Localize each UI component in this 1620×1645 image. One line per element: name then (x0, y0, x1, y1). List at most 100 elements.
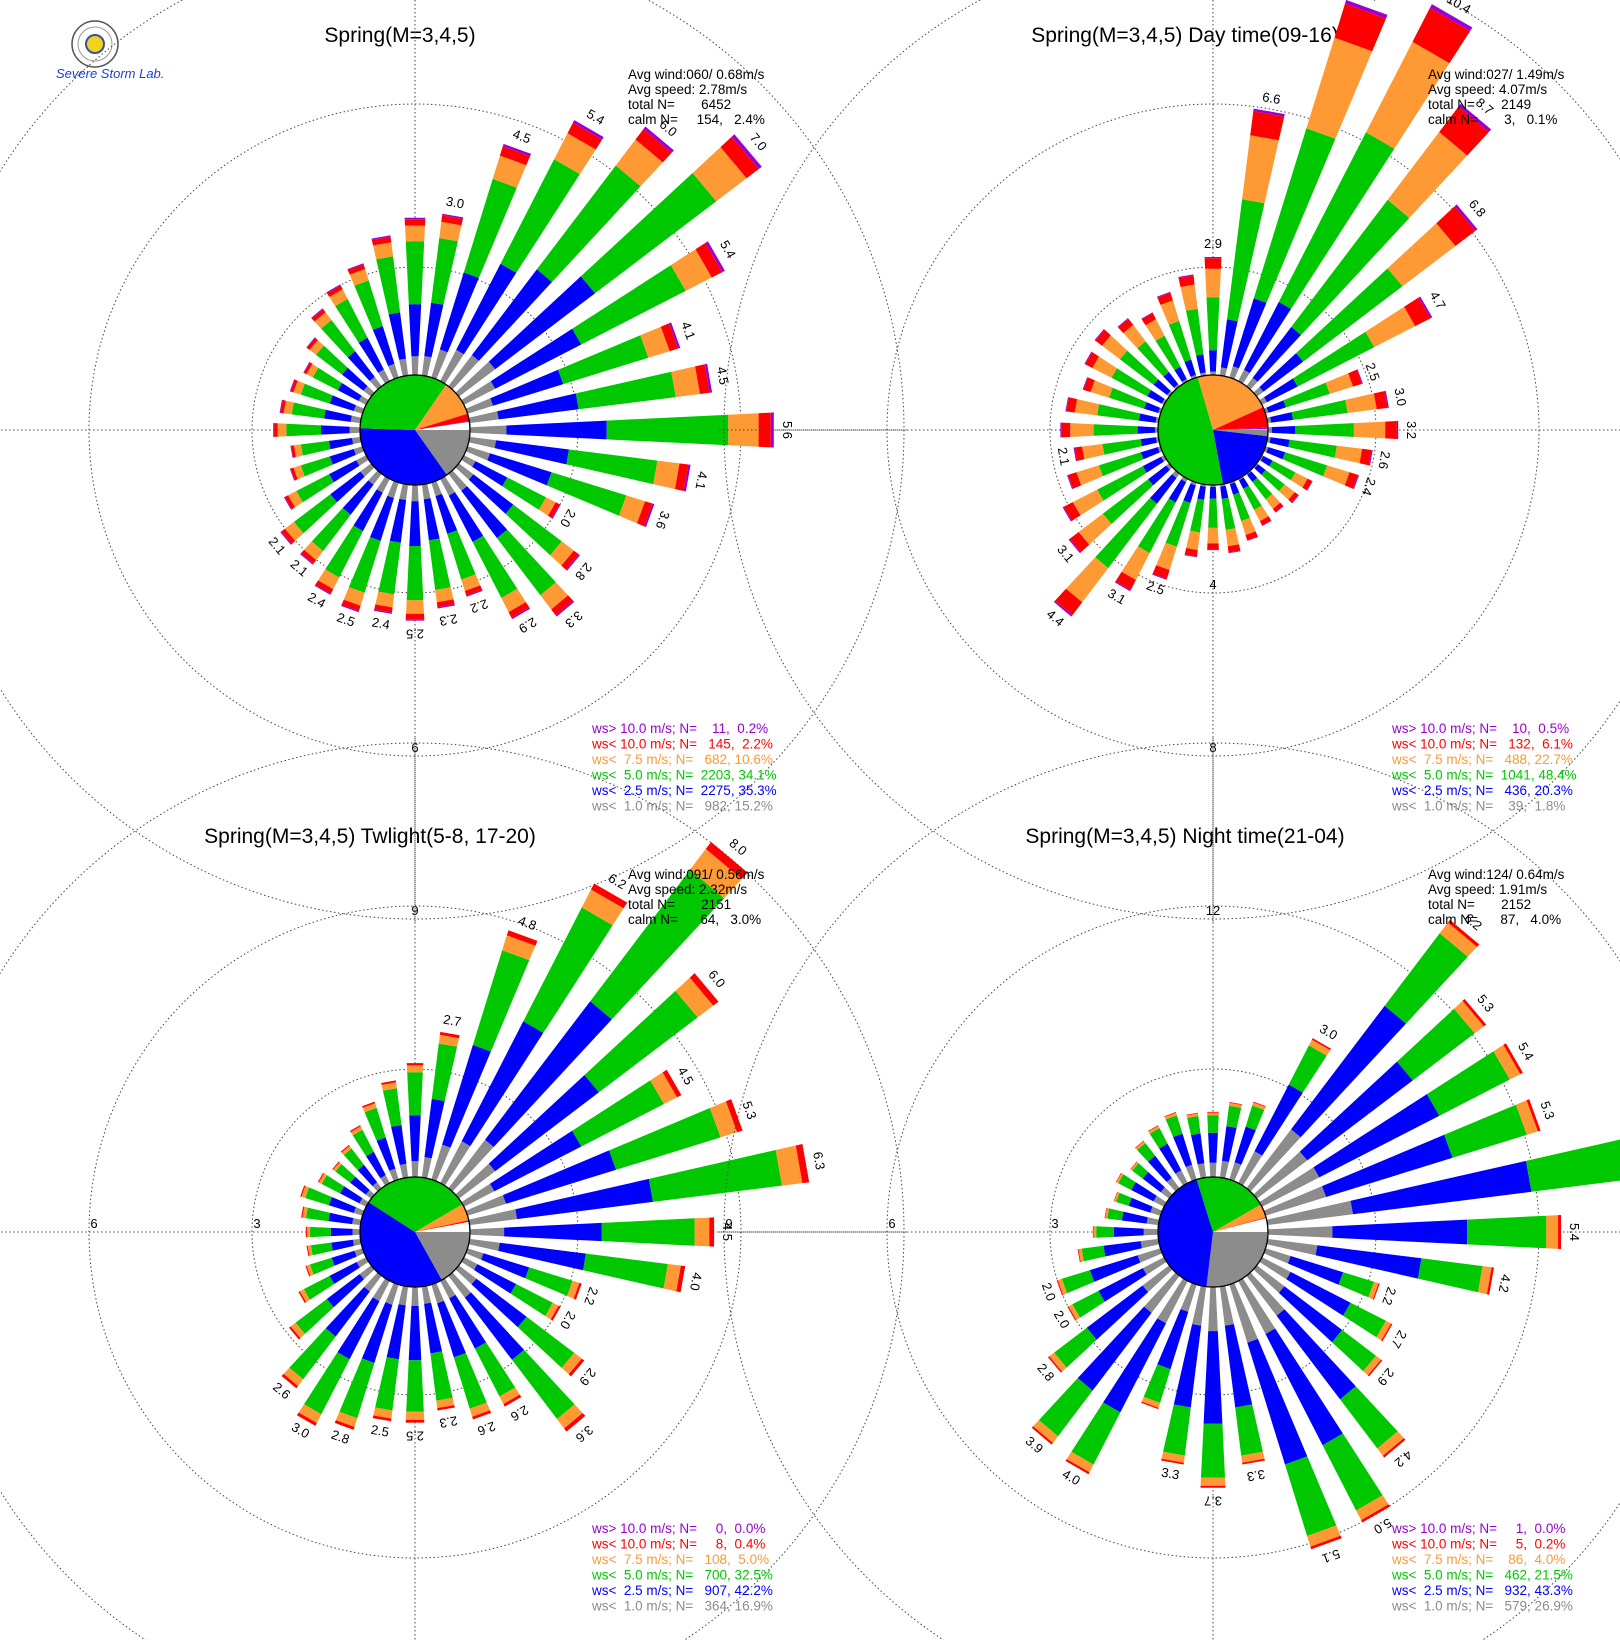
bar-segment-lt1 (1157, 446, 1163, 453)
direction-bar (290, 436, 362, 458)
bar-segment-lt5 (1149, 1128, 1168, 1149)
bar-segment-lt5 (430, 1351, 453, 1401)
bar-segment-gt10 (572, 120, 604, 140)
pie-slice-lt5 (1158, 377, 1223, 485)
bar-value-label: 3.0 (1317, 1021, 1340, 1043)
bar-segment-lt75 (375, 591, 395, 608)
bar-segment-lt25 (490, 1130, 582, 1192)
stats-line: calm N= 87, 4.0% (1428, 912, 1561, 927)
direction-bar: 2.6 (440, 1278, 531, 1424)
direction-bar (1062, 455, 1167, 522)
bar-segment-gt10 (731, 134, 762, 170)
bar-segment-lt1 (1190, 374, 1197, 380)
bar-segment-lt25 (490, 369, 564, 406)
bar-segment-lt25 (1291, 1005, 1406, 1138)
bar-segment-lt5 (309, 1257, 335, 1275)
bar-segment-lt25 (1121, 1211, 1148, 1224)
bar-segment-lt5 (1190, 498, 1205, 533)
direction-bar (1259, 455, 1313, 491)
bar-segment-lt75 (1161, 1451, 1185, 1463)
bar-segment-lt1 (411, 484, 419, 502)
bar-segment-lt10 (441, 215, 463, 226)
direction-bar (381, 1080, 409, 1179)
bar-segment-lt5 (523, 907, 613, 1033)
pie-slice-lt1 (415, 430, 471, 475)
bar-segment-lt5 (1245, 1105, 1265, 1131)
bar-segment-lt1 (372, 1182, 382, 1192)
bar-segment-lt75 (362, 1103, 377, 1113)
bar-segment-lt25 (490, 328, 582, 389)
bar-segment-lt25 (472, 461, 508, 487)
bar-segment-lt25 (391, 1125, 407, 1165)
bar-segment-lt1 (1161, 455, 1167, 462)
bar-segment-lt1 (353, 446, 365, 455)
bar-segment-gt10 (273, 423, 275, 437)
pie-slice-lt25 (1213, 430, 1268, 485)
legend-entry: ws< 7.5 m/s; N= 682, 10.6% (591, 752, 773, 767)
bar-segment-lt25 (1168, 479, 1187, 503)
speed-pie (1157, 374, 1269, 486)
direction-bar (1141, 1282, 1197, 1410)
bar-segment-lt75 (554, 133, 596, 175)
bar-segment-lt5 (1340, 1386, 1398, 1449)
bar-segment-lt5 (1185, 308, 1204, 356)
bar-segment-lt1 (349, 426, 361, 434)
bar-segment-lt1 (1253, 463, 1259, 469)
bar-segment-lt25 (448, 492, 484, 542)
bar-segment-lt25 (424, 1098, 445, 1159)
bar-segment-lt10 (340, 1144, 350, 1153)
bar-segment-lt5 (463, 178, 517, 278)
bar-segment-lt10 (300, 1185, 306, 1197)
direction-bar: 2.8 (329, 1282, 399, 1447)
bar-segment-lt1 (448, 1272, 471, 1298)
bar-segment-lt25 (1271, 426, 1296, 434)
bar-segment-lt25 (1113, 1227, 1144, 1237)
bar-segment-lt10 (1242, 1458, 1265, 1465)
bar-segment-lt25 (1222, 1126, 1237, 1162)
stats-line: Avg wind:027/ 1.49m/s (1428, 67, 1565, 82)
bar-segment-lt10 (1381, 1323, 1393, 1342)
bar-segment-lt5 (1296, 268, 1403, 362)
bar-segment-lt1 (1253, 387, 1264, 397)
bar-segment-lt25 (366, 1151, 386, 1179)
bar-segment-lt25 (502, 1150, 617, 1204)
bar-segment-lt25 (1286, 1271, 1351, 1316)
bar-segment-lt5 (303, 1275, 335, 1300)
direction-bar: 3.2 (1267, 420, 1419, 440)
bar-segment-lt25 (409, 501, 421, 546)
direction-bar: 3.3 (448, 470, 586, 631)
bar-segment-lt5 (1295, 423, 1354, 437)
direction-bar: 6.0 (448, 117, 680, 390)
bar-segment-lt75 (293, 444, 303, 458)
direction-bar (1104, 1207, 1160, 1226)
bar-segment-lt1 (455, 1163, 496, 1199)
bar-segment-lt10 (1069, 532, 1090, 553)
bar-segment-lt1 (448, 355, 479, 390)
pie-slice-lt75 (1213, 1204, 1266, 1232)
bar-segment-gt10 (326, 284, 341, 294)
logo-seal-inner-icon (77, 26, 113, 62)
bar-segment-lt10 (573, 1282, 582, 1300)
pie-slice-lt10 (1213, 1217, 1267, 1232)
bar-segment-lt25 (1264, 378, 1298, 403)
direction-bar: 2.3 (421, 483, 459, 629)
bar-segment-gt10 (644, 503, 655, 528)
bar-segment-lt25 (325, 1286, 370, 1337)
legend: ws> 10.0 m/s; N= 1, 0.0%ws< 10.0 m/s; N=… (1391, 1521, 1573, 1614)
bar-segment-lt1 (1219, 1285, 1234, 1326)
bar-segment-lt5 (584, 990, 698, 1093)
pie-slice-lt75 (415, 384, 468, 430)
bar-segment-lt25 (1220, 485, 1229, 499)
bar-segment-lt10 (1250, 111, 1285, 141)
direction-bar: 2.9 (1253, 1265, 1397, 1389)
bar-segment-lt10 (280, 399, 286, 414)
bar-segment-lt1 (1153, 1195, 1167, 1207)
bar-value-label: 3.1 (1105, 585, 1128, 607)
bar-segment-lt10 (1253, 1101, 1266, 1107)
bar-segment-lt10 (1372, 1283, 1380, 1300)
bar-segment-lt5 (1038, 1378, 1093, 1437)
direction-bar: 2.7 (421, 1011, 462, 1179)
bar-value-label: 5.3 (739, 1099, 759, 1121)
bar-segment-lt75 (1345, 393, 1377, 413)
bar-segment-lt75 (1116, 1173, 1124, 1184)
